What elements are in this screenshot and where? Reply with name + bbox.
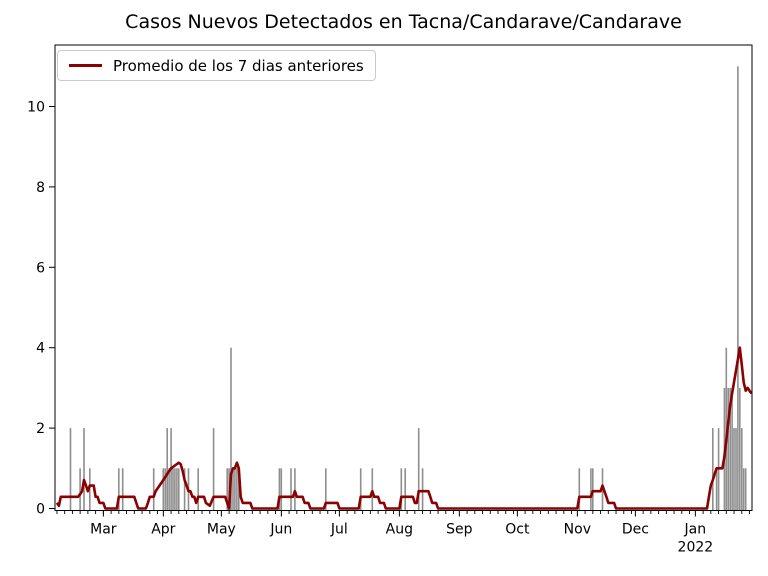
daily-cases-bar — [118, 468, 120, 511]
daily-cases-bar — [152, 468, 155, 511]
chart-title: Casos Nuevos Detectados en Tacna/Candara… — [125, 11, 682, 33]
daily-cases-bar — [168, 468, 170, 511]
x-tick-label: Jun — [269, 522, 292, 538]
daily-cases-bar — [592, 468, 594, 511]
x-tick-label: Nov — [564, 522, 591, 538]
daily-cases-bar — [737, 66, 739, 511]
daily-cases-bar — [121, 468, 124, 511]
daily-cases-bar — [174, 468, 176, 511]
legend-label: Promedio de los 7 dias anteriores — [113, 56, 364, 75]
daily-cases-bar — [400, 468, 403, 511]
daily-cases-bar — [166, 428, 168, 511]
x-tick-label: Apr — [151, 522, 175, 538]
y-tick-label: 8 — [36, 180, 45, 196]
daily-cases-bar — [578, 468, 581, 511]
daily-cases-bar — [236, 468, 238, 511]
daily-cases-bar — [280, 468, 283, 511]
daily-cases-bar — [278, 468, 281, 511]
daily-cases-bar — [176, 468, 178, 511]
daily-cases-bar — [735, 428, 737, 511]
avg-7-day-line — [55, 346, 753, 510]
daily-cases-bar — [404, 468, 406, 511]
daily-cases-bar — [164, 468, 167, 511]
y-tick-label: 0 — [36, 502, 45, 518]
daily-cases-bar — [727, 387, 729, 511]
legend-line-sample-icon — [69, 64, 102, 67]
daily-cases-bar — [421, 468, 424, 511]
daily-cases-bar — [172, 468, 174, 511]
y-tick-label: 10 — [27, 100, 45, 116]
daily-cases-bar — [731, 387, 733, 511]
axes-spines — [54, 44, 753, 511]
y-tick-label: 4 — [36, 341, 45, 357]
daily-cases-bar — [212, 428, 215, 511]
y-tick-label: 6 — [36, 260, 45, 276]
x-tick-label: Jan — [684, 522, 707, 538]
x-tick-label: May — [207, 522, 236, 538]
daily-cases-bar — [744, 468, 747, 511]
daily-cases-bar — [238, 468, 240, 511]
x-tick-label: Aug — [386, 522, 413, 538]
daily-cases-bar — [590, 468, 592, 511]
daily-cases-bar — [234, 468, 236, 511]
daily-cases-bar — [715, 468, 718, 511]
daily-cases-bar — [325, 468, 327, 511]
daily-cases-bar — [371, 468, 374, 511]
daily-cases-bar — [742, 468, 745, 511]
daily-cases-bar — [162, 468, 165, 511]
daily-cases-bar — [69, 428, 72, 511]
daily-cases-bar — [226, 468, 228, 511]
x-tick-label: Dec — [622, 522, 649, 538]
daily-cases-bar — [712, 428, 714, 511]
daily-cases-bar — [183, 468, 186, 511]
daily-cases-bar — [739, 387, 741, 511]
x-tick-label: Oct — [505, 522, 530, 538]
x-year-label: 2022 — [678, 540, 714, 556]
daily-cases-bar — [230, 347, 232, 511]
daily-cases-bar — [79, 468, 81, 511]
daily-cases-bar — [197, 468, 199, 511]
daily-cases-bar — [417, 428, 420, 511]
legend: Promedio de los 7 dias anteriores — [57, 50, 376, 81]
daily-cases-bar — [729, 387, 731, 511]
x-tick-label: Mar — [90, 522, 117, 538]
x-tick-label: Jul — [330, 522, 348, 538]
daily-cases-bar — [178, 468, 180, 511]
daily-cases-bar — [83, 428, 85, 511]
x-tick-label: Sep — [446, 522, 473, 538]
daily-cases-bar — [294, 468, 296, 511]
daily-cases-bar — [733, 428, 735, 511]
daily-cases-bar — [359, 468, 362, 511]
daily-cases-bar — [741, 428, 743, 511]
daily-cases-bar — [290, 468, 292, 511]
daily-cases-bar — [232, 468, 234, 511]
y-tick-label: 2 — [36, 421, 45, 437]
